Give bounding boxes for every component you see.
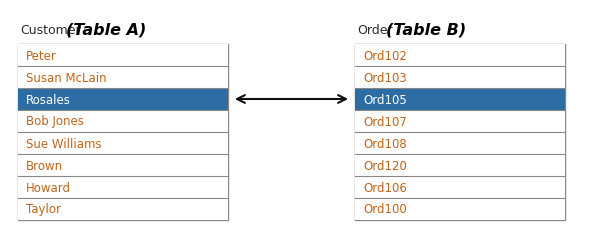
Bar [18,67,228,89]
Bar [355,154,565,176]
Text: Susan McLain: Susan McLain [26,71,107,84]
Text: Sue Williams: Sue Williams [26,137,102,150]
Text: Ord105: Ord105 [363,93,407,106]
Text: Customer: Customer [20,24,81,37]
Text: Ord100: Ord100 [363,203,407,216]
Text: Order: Order [357,24,393,37]
Text: Ord120: Ord120 [363,159,407,172]
Bar [355,89,565,111]
Text: Ord106: Ord106 [363,181,407,194]
Text: Rosales: Rosales [26,93,71,106]
Bar [355,67,565,89]
Bar [18,45,228,67]
Text: Taylor: Taylor [26,203,61,216]
Text: Howard: Howard [26,181,71,194]
Text: Ord102: Ord102 [363,49,407,62]
Bar [18,133,228,154]
Text: Peter: Peter [26,49,57,62]
Bar [355,45,565,67]
Bar [355,111,565,133]
Text: Brown: Brown [26,159,63,172]
Bar [18,45,228,220]
Bar [18,89,228,111]
Text: Ord107: Ord107 [363,115,407,128]
Bar [18,198,228,220]
Bar [355,133,565,154]
Text: (Table A): (Table A) [66,22,147,37]
Bar [18,176,228,198]
Text: (Table B): (Table B) [386,22,466,37]
Text: Bob Jones: Bob Jones [26,115,84,128]
Bar [18,154,228,176]
Bar [355,176,565,198]
Bar [18,111,228,133]
Text: Ord103: Ord103 [363,71,407,84]
Bar [355,198,565,220]
Bar [355,45,565,220]
Text: Ord108: Ord108 [363,137,407,150]
